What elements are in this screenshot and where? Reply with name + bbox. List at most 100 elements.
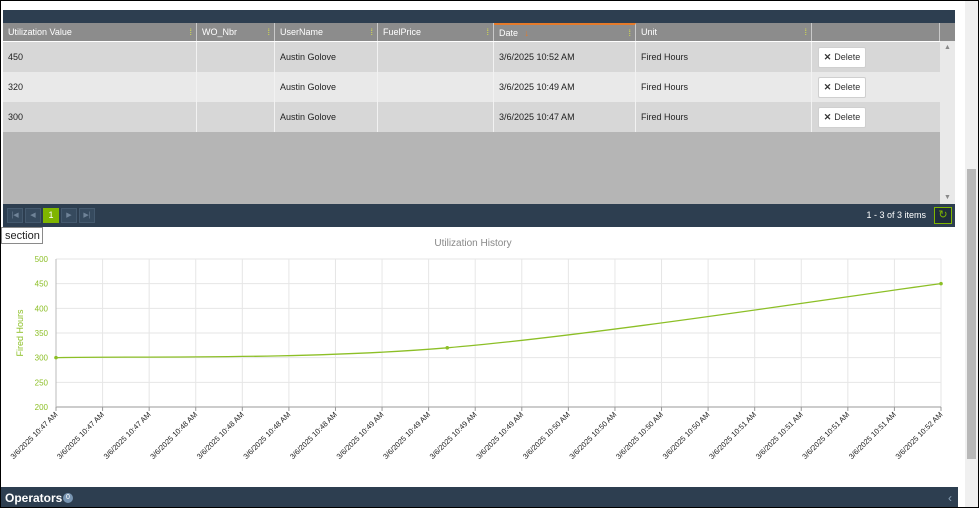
column-header-utilization-value[interactable]: Utilization Value ⁞ <box>3 23 197 41</box>
cell-username: Austin Golove <box>275 72 378 102</box>
column-header-unit[interactable]: Unit ⁞ <box>636 23 812 41</box>
filter-icon[interactable]: ⁞ <box>628 28 631 38</box>
grid-scrollbar[interactable]: ▲ ▼ <box>940 41 955 204</box>
y-tick-label: 400 <box>35 304 49 313</box>
next-page-icon[interactable]: ▶ <box>61 208 77 223</box>
x-tick-label: 3/6/2025 10:51 AM <box>754 410 805 461</box>
cell-wo-nbr <box>197 42 275 72</box>
pager-info: 1 - 3 of 3 items <box>866 210 926 220</box>
x-tick-label: 3/6/2025 10:47 AM <box>55 410 106 461</box>
y-tick-label: 450 <box>35 280 49 289</box>
x-tick-label: 3/6/2025 10:51 AM <box>800 410 851 461</box>
x-tick-label: 3/6/2025 10:49 AM <box>474 410 525 461</box>
x-tick-label: 3/6/2025 10:50 AM <box>614 410 665 461</box>
column-header-actions <box>812 23 940 41</box>
y-tick-label: 300 <box>35 354 49 363</box>
prev-page-icon[interactable]: ◀ <box>25 208 41 223</box>
scroll-down-icon[interactable]: ▼ <box>944 194 951 201</box>
x-tick-label: 3/6/2025 10:48 AM <box>288 410 339 461</box>
column-header-username[interactable]: UserName ⁞ <box>275 23 378 41</box>
column-label: Unit <box>641 27 658 37</box>
page-number-button[interactable]: 1 <box>43 208 59 223</box>
cell-wo-nbr <box>197 102 275 132</box>
cell-unit: Fired Hours <box>636 42 812 72</box>
x-tick-label: 3/6/2025 10:50 AM <box>567 410 618 461</box>
cell-fuelprice <box>378 72 494 102</box>
cell-utilization-value: 300 <box>3 102 197 132</box>
table-row[interactable]: 300 Austin Golove 3/6/2025 10:47 AM Fire… <box>3 102 940 132</box>
x-tick-label: 3/6/2025 10:48 AM <box>148 410 199 461</box>
delete-button[interactable]: ✕ Delete <box>818 47 866 68</box>
page-scrollbar-thumb[interactable] <box>967 169 976 459</box>
y-axis-label: Fired Hours <box>15 309 25 357</box>
cell-unit: Fired Hours <box>636 72 812 102</box>
operators-count-badge: 0 <box>63 493 73 503</box>
x-tick-label: 3/6/2025 10:51 AM <box>707 410 758 461</box>
last-page-icon[interactable]: ▶| <box>79 208 95 223</box>
x-tick-label: 3/6/2025 10:50 AM <box>661 410 712 461</box>
x-tick-label: 3/6/2025 10:47 AM <box>9 410 60 461</box>
utilization-chart: Utilization History 200 250 300 350 400 450 50… <box>3 231 955 463</box>
operators-panel-header[interactable]: Operators 0 ‹ <box>1 487 958 507</box>
column-label: FuelPrice <box>383 27 422 37</box>
x-tick-label: 3/6/2025 10:51 AM <box>847 410 898 461</box>
y-tick-label: 250 <box>35 378 49 387</box>
y-tick-label: 500 <box>35 255 49 264</box>
column-label: UserName <box>280 27 324 37</box>
x-tick-label: 3/6/2025 10:47 AM <box>102 410 153 461</box>
cell-username: Austin Golove <box>275 102 378 132</box>
x-tick-label: 3/6/2025 10:49 AM <box>428 410 479 461</box>
x-tick-label: 3/6/2025 10:48 AM <box>241 410 292 461</box>
column-label: Utilization Value <box>8 27 72 37</box>
grid-toolbar <box>3 10 955 23</box>
first-page-icon[interactable]: |◀ <box>7 208 23 223</box>
table-row[interactable]: 320 Austin Golove 3/6/2025 10:49 AM Fire… <box>3 72 940 102</box>
cell-date: 3/6/2025 10:52 AM <box>494 42 636 72</box>
close-icon: ✕ <box>823 52 832 62</box>
cell-utilization-value: 320 <box>3 72 197 102</box>
cell-fuelprice <box>378 102 494 132</box>
chart-title: Utilization History <box>434 238 512 249</box>
series-line <box>55 283 942 359</box>
grid-pager: |◀ ◀ 1 ▶ ▶| 1 - 3 of 3 items ↻ <box>3 204 955 227</box>
close-icon: ✕ <box>823 82 832 92</box>
y-tick-label: 350 <box>35 329 49 338</box>
column-label: WO_Nbr <box>202 27 238 37</box>
delete-label: Delete <box>834 112 861 122</box>
column-header-fuelprice[interactable]: FuelPrice ⁞ <box>378 23 494 41</box>
x-tick-label: 3/6/2025 10:49 AM <box>381 410 432 461</box>
x-tick-label: 3/6/2025 10:48 AM <box>195 410 246 461</box>
data-point <box>445 346 450 350</box>
utilization-grid: Utilization Value ⁞ WO_Nbr ⁞ UserName ⁞ … <box>3 10 955 227</box>
delete-label: Delete <box>834 82 861 92</box>
filter-icon[interactable]: ⁞ <box>189 27 192 37</box>
operators-title: Operators <box>5 491 63 505</box>
filter-icon[interactable]: ⁞ <box>370 27 373 37</box>
filter-icon[interactable]: ⁞ <box>486 27 489 37</box>
page-scrollbar[interactable] <box>965 1 978 507</box>
delete-label: Delete <box>834 52 861 62</box>
filter-icon[interactable]: ⁞ <box>267 27 270 37</box>
sort-descending-icon: ↓ <box>524 28 530 38</box>
x-tick-label: 3/6/2025 10:50 AM <box>521 410 572 461</box>
column-header-date[interactable]: Date ↓ ⁞ <box>494 23 636 41</box>
cell-date: 3/6/2025 10:47 AM <box>494 102 636 132</box>
x-tick-label: 3/6/2025 10:49 AM <box>335 410 386 461</box>
delete-button[interactable]: ✕ Delete <box>818 107 866 128</box>
tooltip: section <box>1 227 43 244</box>
filter-icon[interactable]: ⁞ <box>804 27 807 37</box>
refresh-icon[interactable]: ↻ <box>934 207 952 224</box>
scroll-up-icon[interactable]: ▲ <box>944 44 951 51</box>
cell-wo-nbr <box>197 72 275 102</box>
close-icon: ✕ <box>823 112 832 122</box>
grid-header: Utilization Value ⁞ WO_Nbr ⁞ UserName ⁞ … <box>3 23 955 42</box>
chevron-left-icon[interactable]: ‹ <box>948 491 952 505</box>
delete-button[interactable]: ✕ Delete <box>818 77 866 98</box>
column-header-wo-nbr[interactable]: WO_Nbr ⁞ <box>197 23 275 41</box>
cell-fuelprice <box>378 42 494 72</box>
table-row[interactable]: 450 Austin Golove 3/6/2025 10:52 AM Fire… <box>3 42 940 72</box>
y-tick-label: 200 <box>35 403 49 412</box>
column-label: Date <box>499 28 519 38</box>
